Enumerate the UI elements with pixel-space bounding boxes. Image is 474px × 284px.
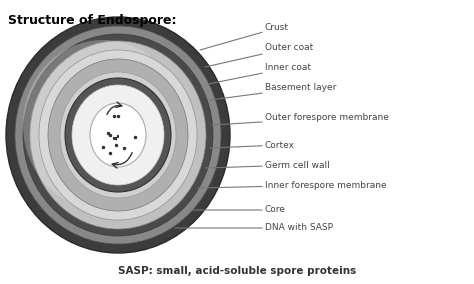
Text: Germ cell wall: Germ cell wall: [205, 160, 330, 170]
Ellipse shape: [72, 85, 164, 185]
Ellipse shape: [39, 50, 197, 220]
Text: Structure of Endospore:: Structure of Endospore:: [8, 14, 176, 27]
Text: Core: Core: [190, 206, 286, 214]
Ellipse shape: [6, 17, 230, 253]
Text: DNA with SASP: DNA with SASP: [175, 224, 333, 233]
Text: Inner forespore membrane: Inner forespore membrane: [198, 181, 387, 189]
Ellipse shape: [48, 59, 188, 211]
Text: SASP: small, acid-soluble spore proteins: SASP: small, acid-soluble spore proteins: [118, 266, 356, 276]
Ellipse shape: [90, 103, 146, 167]
Ellipse shape: [90, 103, 146, 167]
Ellipse shape: [60, 72, 176, 198]
Ellipse shape: [30, 41, 206, 229]
Ellipse shape: [65, 78, 171, 192]
Text: Crust: Crust: [200, 24, 289, 50]
Text: Outer coat: Outer coat: [205, 43, 313, 67]
Ellipse shape: [65, 78, 171, 192]
Text: Basement layer: Basement layer: [210, 83, 337, 100]
Ellipse shape: [48, 59, 188, 211]
Text: Inner coat: Inner coat: [208, 64, 311, 84]
Ellipse shape: [23, 34, 213, 236]
Ellipse shape: [72, 85, 164, 185]
Ellipse shape: [15, 26, 221, 244]
Ellipse shape: [23, 40, 183, 210]
Text: Outer forespore membrane: Outer forespore membrane: [212, 114, 389, 125]
Ellipse shape: [39, 50, 197, 220]
Text: Cortex: Cortex: [210, 141, 295, 149]
Ellipse shape: [60, 72, 176, 198]
